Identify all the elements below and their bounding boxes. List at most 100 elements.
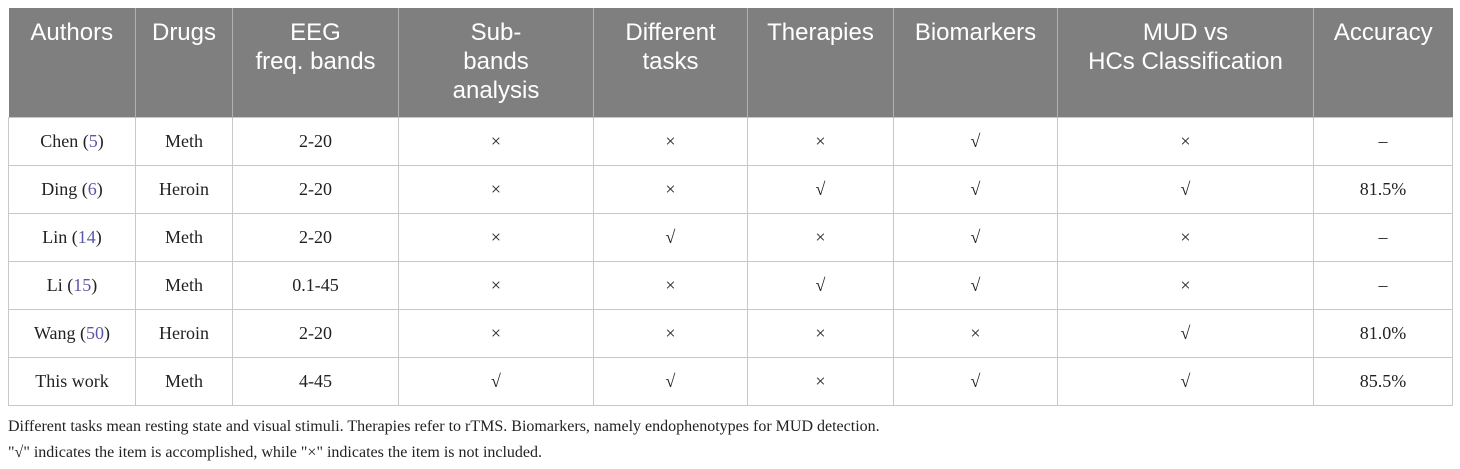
table-cell: × xyxy=(593,261,748,310)
header-line: analysis xyxy=(452,77,540,104)
table-cell: 2-20 xyxy=(232,165,399,214)
table-cell: – xyxy=(1313,117,1453,166)
table-cell: √ xyxy=(593,357,748,406)
table-cell: × xyxy=(1057,261,1314,310)
header-line: Different xyxy=(625,19,716,46)
author-cell: This work xyxy=(8,357,136,406)
table-row: Li (15) Meth 0.1-45 × × √ √ × – xyxy=(8,261,1453,310)
author-text: ) xyxy=(96,179,103,199)
table-cell: 2-20 xyxy=(232,117,399,166)
author-text: ) xyxy=(104,323,111,343)
table-cell: Heroin xyxy=(135,309,233,358)
author-text: ) xyxy=(95,227,102,247)
table-cell: √ xyxy=(747,261,894,310)
reference-link: 50 xyxy=(86,323,105,343)
header-line: tasks xyxy=(642,48,699,75)
table-cell: × xyxy=(747,309,894,358)
table-row: Lin (14) Meth 2-20 × √ × √ × – xyxy=(8,213,1453,262)
header-cell: Sub-bands analysis xyxy=(398,8,594,118)
table-cell: × xyxy=(893,309,1058,358)
header-cell: Authors xyxy=(8,8,136,118)
header-cell: Different tasks xyxy=(593,8,748,118)
table-cell: × xyxy=(593,165,748,214)
table-cell: × xyxy=(1057,117,1314,166)
table-cell: √ xyxy=(893,165,1058,214)
table-cell: √ xyxy=(593,213,748,262)
header-cell: Biomarkers xyxy=(893,8,1058,118)
table-cell: × xyxy=(398,309,594,358)
table-cell: Meth xyxy=(135,261,233,310)
author-text: ) xyxy=(97,131,104,151)
table-row: Wang (50) Heroin 2-20 × × × × √ 81.0% xyxy=(8,309,1453,358)
footnotes: Different tasks mean resting state and v… xyxy=(8,414,880,466)
table-cell: √ xyxy=(893,357,1058,406)
header-line: Therapies xyxy=(767,19,874,46)
reference-link: 5 xyxy=(88,131,98,151)
table-cell: – xyxy=(1313,213,1453,262)
author-text: Ding ( xyxy=(41,179,88,199)
table-cell: √ xyxy=(1057,165,1314,214)
table-cell: × xyxy=(747,117,894,166)
header-cell: Therapies xyxy=(747,8,894,118)
table-cell: √ xyxy=(893,213,1058,262)
table-cell: × xyxy=(747,357,894,406)
table-row: This work Meth 4-45 √ √ × √ √ 85.5% xyxy=(8,357,1453,406)
table-cell: √ xyxy=(747,165,894,214)
table-cell: √ xyxy=(893,261,1058,310)
table-cell: × xyxy=(398,213,594,262)
reference-link: 14 xyxy=(77,227,96,247)
author-text: Wang ( xyxy=(33,323,87,343)
header-line: freq. bands xyxy=(255,48,376,75)
header-line: Sub- xyxy=(470,19,522,46)
table-cell: 0.1-45 xyxy=(232,261,399,310)
header-line: Drugs xyxy=(151,19,217,46)
header-line: EEG xyxy=(290,19,341,46)
table-cell: × xyxy=(593,117,748,166)
header-line: MUD vs xyxy=(1142,19,1229,46)
table-cell: √ xyxy=(1057,309,1314,358)
author-cell: Chen (5) xyxy=(8,117,136,166)
header-line: bands xyxy=(463,48,529,75)
reference-link: 15 xyxy=(73,275,92,295)
author-cell: Ding (6) xyxy=(8,165,136,214)
table-cell: × xyxy=(398,117,594,166)
table-cell: 2-20 xyxy=(232,213,399,262)
table-cell: 81.5% xyxy=(1313,165,1453,214)
table-cell: 4-45 xyxy=(232,357,399,406)
author-text: Lin ( xyxy=(42,227,78,247)
table-cell: Meth xyxy=(135,213,233,262)
header-line: HCs Classification xyxy=(1088,48,1283,75)
header-cell: Accuracy xyxy=(1313,8,1453,118)
footnote: "√" indicates the item is accomplished, … xyxy=(8,444,543,461)
table-cell: – xyxy=(1313,261,1453,310)
table-row: Ding (6) Heroin 2-20 × × √ √ √ 81.5% xyxy=(8,165,1453,214)
header-line: Accuracy xyxy=(1333,19,1433,46)
comparison-table: Authors Drugs EEG freq. bands Sub-bands analy… xyxy=(8,8,1453,406)
header-line: Biomarkers xyxy=(914,19,1037,46)
header-cell: Drugs xyxy=(135,8,233,118)
author-cell: Wang (50) xyxy=(8,309,136,358)
header-row: Authors Drugs EEG freq. bands Sub-bands analy… xyxy=(8,8,1453,118)
table-cell: × xyxy=(593,309,748,358)
table-cell: 85.5% xyxy=(1313,357,1453,406)
author-text: ) xyxy=(91,275,98,295)
table-cell: × xyxy=(747,213,894,262)
author-cell: Lin (14) xyxy=(8,213,136,262)
author-text: Chen ( xyxy=(40,131,89,151)
table-cell: 2-20 xyxy=(232,309,399,358)
table-cell: 81.0% xyxy=(1313,309,1453,358)
author-text: This work xyxy=(35,371,109,391)
header-line: Authors xyxy=(30,19,114,46)
reference-link: 6 xyxy=(87,179,97,199)
table-body: Chen (5) Meth 2-20 × × × √ × – Ding (6) Heroin 2-20… xyxy=(8,117,1453,406)
table-cell: Meth xyxy=(135,117,233,166)
table-cell: √ xyxy=(398,357,594,406)
table-cell: √ xyxy=(893,117,1058,166)
table-cell: × xyxy=(398,165,594,214)
header-cell: MUD vs HCs Classification xyxy=(1057,8,1314,118)
table-cell: × xyxy=(398,261,594,310)
author-text: Li ( xyxy=(46,275,74,295)
table-cell: Heroin xyxy=(135,165,233,214)
table-row: Chen (5) Meth 2-20 × × × √ × – xyxy=(8,117,1453,166)
